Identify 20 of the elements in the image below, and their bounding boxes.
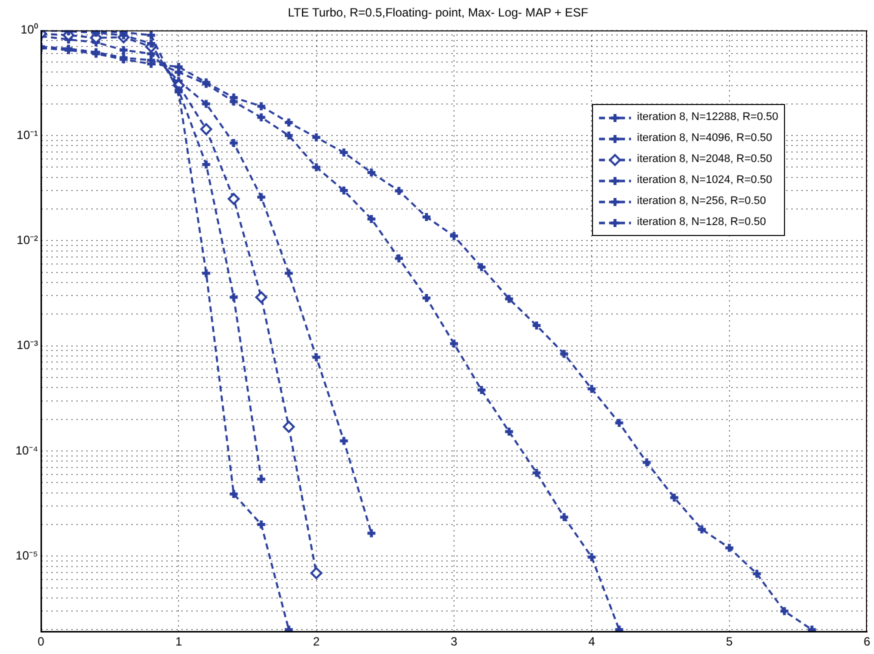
x-tick-label: 3 (450, 634, 458, 649)
legend-label: iteration 8, N=12288, R=0.50 (637, 110, 778, 126)
y-tick-label: 10⁻³ (16, 338, 38, 352)
chart-title: LTE Turbo, R=0.5,Floating- point, Max- Log- MAP + ESF (288, 6, 588, 20)
y-tick-label: 10⁻¹ (16, 128, 38, 142)
legend-label: iteration 8, N=128, R=0.50 (637, 215, 766, 230)
legend-label: iteration 8, N=256, R=0.50 (637, 194, 766, 210)
x-tick-label: 0 (38, 634, 45, 649)
legend-label: iteration 8, N=1024, R=0.50 (637, 173, 772, 188)
legend-label: iteration 8, N=2048, R=0.50 (637, 152, 772, 168)
x-tick-label: 5 (726, 634, 733, 649)
y-tick-label: 10⁻² (16, 233, 38, 248)
x-tick-label: 1 (175, 634, 182, 649)
x-tick-label: 4 (588, 634, 596, 649)
y-tick-label: 10⁻⁵ (16, 548, 38, 562)
legend-label: iteration 8, N=4096, R=0.50 (637, 131, 772, 146)
y-tick-label: 10⁻⁴ (15, 443, 38, 458)
x-tick-label: 2 (312, 634, 320, 649)
x-tick-label: 6 (864, 634, 871, 649)
y-tick-label: 10⁰ (20, 22, 38, 37)
